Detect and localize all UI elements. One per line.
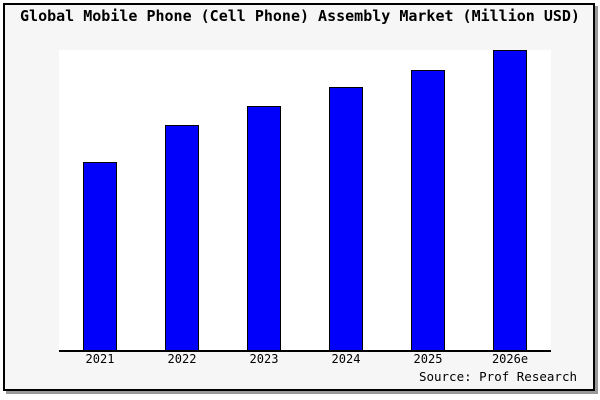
bar-cell [141,50,223,350]
x-axis-labels: 2021 2022 2023 2024 2025 2026e [59,352,551,366]
plot-area [59,50,551,352]
x-tick-label: 2022 [167,352,197,366]
chart-bar [247,106,281,350]
chart-bar [329,86,363,350]
x-tick-label: 2025 [413,352,443,366]
chart-bar [411,70,445,350]
chart-bar [165,125,199,350]
bar-cell [469,50,551,350]
chart-bar [83,161,117,350]
chart-title: Global Mobile Phone (Cell Phone) Assembl… [20,7,580,25]
x-tick-label: 2026e [491,352,529,366]
x-tick-label: 2024 [331,352,361,366]
bar-cell [387,50,469,350]
x-tick-label: 2023 [249,352,279,366]
source-attribution: Source: Prof Research [418,369,577,384]
bar-cell [59,50,141,350]
bar-cell [305,50,387,350]
x-tick-label: 2021 [85,352,115,366]
bar-cell [223,50,305,350]
chart-bar [493,50,527,350]
